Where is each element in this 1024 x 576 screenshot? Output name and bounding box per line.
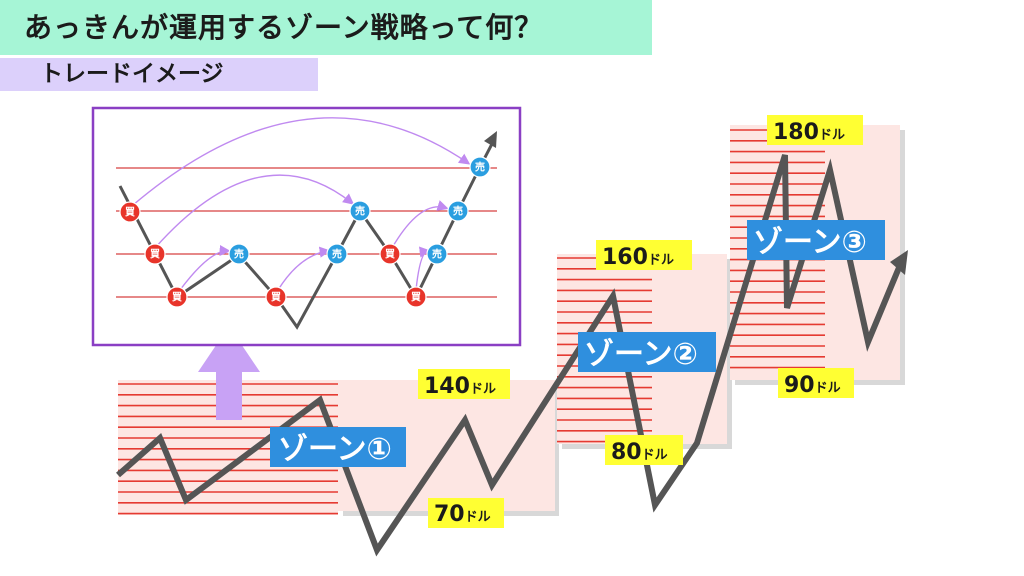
buy-badge: 買: [405, 286, 427, 308]
buy-badge-label: 買: [150, 249, 160, 261]
trade-inset-frame: [91, 106, 522, 347]
buy-badge: 買: [119, 201, 141, 223]
svg-text:180ドル: 180ドル: [773, 120, 845, 145]
zone-3-label-text: ゾーン③: [753, 225, 867, 260]
svg-text:70ドル: 70ドル: [434, 502, 491, 527]
page-title: あっきんが運用するゾーン戦略って何？: [0, 0, 652, 55]
zone-1-upper-price-value: 140: [424, 374, 470, 399]
zone-2-label-text: ゾーン②: [584, 337, 698, 372]
svg-text:160ドル: 160ドル: [602, 245, 674, 270]
zone-1-upper-price-unit: ドル: [470, 382, 496, 397]
buy-badge-label: 買: [172, 292, 182, 304]
zone-1-lower-price-unit: ドル: [465, 510, 491, 525]
zone-2-upper-price: 160ドル: [596, 240, 692, 270]
page-subtitle: トレードイメージ: [0, 58, 318, 91]
sell-badge: 売: [447, 200, 469, 222]
buy-badge-label: 買: [411, 292, 421, 304]
svg-text:140ドル: 140ドル: [424, 374, 496, 399]
zone-3-lower-price: 90ドル: [778, 368, 854, 398]
buy-badge-label: 買: [271, 292, 281, 304]
svg-text:90ドル: 90ドル: [784, 373, 841, 398]
buy-badge: 買: [379, 243, 401, 265]
sell-badge: 売: [426, 243, 448, 265]
zoom-up-arrow: [198, 326, 260, 420]
buy-badge-label: 買: [125, 207, 135, 219]
sell-badge-label: 売: [332, 248, 342, 261]
zone-3-label: ゾーン③: [747, 220, 885, 260]
price-path: [116, 154, 906, 557]
trade-inset-arrowhead: [484, 131, 497, 148]
zone-2-lower-price-unit: ドル: [642, 448, 668, 463]
zone-3-upper-price: 180ドル: [767, 115, 863, 145]
zone-1-upper-price: 140ドル: [418, 369, 510, 399]
sell-badge: 売: [228, 243, 250, 265]
zone-2-upper-price-value: 160: [602, 245, 648, 270]
zone-1-lower-price-value: 70: [434, 502, 465, 527]
buy-badge: 買: [265, 286, 287, 308]
sell-badge-label: 売: [355, 205, 365, 218]
price-path-arrowhead: [890, 250, 908, 275]
zone-2-upper-price-unit: ドル: [648, 253, 674, 268]
sell-badge-label: 売: [234, 248, 244, 261]
sell-badge: 売: [469, 156, 491, 178]
sell-badge-label: 売: [453, 205, 463, 218]
zone-3-lower-price-unit: ドル: [815, 381, 841, 396]
buy-badge-label: 買: [385, 249, 395, 261]
svg-text:80ドル: 80ドル: [611, 440, 668, 465]
trade-inset-arcs: [132, 117, 471, 291]
zone-3-upper-price-value: 180: [773, 120, 819, 145]
zone-3-upper-price-unit: ドル: [819, 128, 845, 143]
sell-badge-label: 売: [475, 161, 485, 174]
buy-badge: 買: [166, 286, 188, 308]
sell-badge-label: 売: [432, 248, 442, 261]
zone-1-label: ゾーン①: [270, 427, 406, 467]
zone-2-lower-price: 80ドル: [605, 435, 683, 465]
zone-1-label-text: ゾーン①: [278, 432, 392, 467]
zone-2-label: ゾーン②: [578, 332, 716, 372]
buy-badge: 買: [144, 243, 166, 265]
sell-badge: 売: [326, 243, 348, 265]
sell-badge: 売: [349, 200, 371, 222]
zone-2-lower-price-value: 80: [611, 440, 642, 465]
zone-3-lower-price-value: 90: [784, 373, 815, 398]
zone-1-lower-price: 70ドル: [428, 498, 504, 528]
